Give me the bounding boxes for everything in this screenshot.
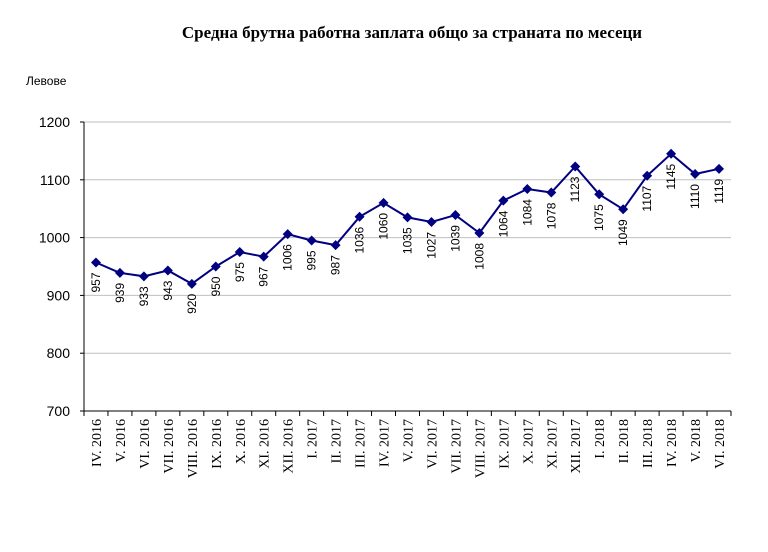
x-tick-label: IX. 2016 <box>210 419 225 469</box>
data-point <box>210 261 221 272</box>
data-label: 1006 <box>281 244 295 271</box>
data-label: 1107 <box>640 185 654 211</box>
x-tick-label: X. 2017 <box>521 419 536 464</box>
data-label: 975 <box>233 262 247 282</box>
data-point <box>570 161 581 172</box>
data-label: 1110 <box>688 184 702 209</box>
data-point <box>474 227 485 238</box>
y-tick-label: 1000 <box>39 230 70 246</box>
x-tick-label: XII. 2016 <box>282 419 297 473</box>
data-point <box>594 189 605 200</box>
data-point <box>258 251 269 262</box>
data-point <box>498 195 509 206</box>
x-tick-label: XI. 2016 <box>258 419 273 469</box>
data-label: 1060 <box>377 213 391 240</box>
data-point <box>90 257 101 268</box>
data-label: 1027 <box>424 232 438 259</box>
data-point <box>138 271 149 282</box>
data-point <box>186 278 197 289</box>
x-tick-label: VIII. 2017 <box>473 419 488 478</box>
x-tick-label: XII. 2017 <box>569 419 584 473</box>
data-point <box>402 212 413 223</box>
data-label: 950 <box>209 276 223 296</box>
data-label: 933 <box>137 286 151 306</box>
data-point <box>690 169 701 180</box>
axes <box>80 121 732 416</box>
data-label: 1075 <box>592 204 606 231</box>
data-point <box>426 216 437 227</box>
x-tick-label: IV. 2017 <box>378 419 393 467</box>
data-label: 1123 <box>568 176 582 202</box>
y-tick-label: 1200 <box>39 114 70 130</box>
y-axis-ticks: 700 800 900 1000 1100 1200 <box>39 114 70 419</box>
data-point <box>546 187 557 198</box>
x-tick-label: II. 2018 <box>617 419 632 463</box>
x-tick-label: IV. 2016 <box>90 419 105 467</box>
x-tick-label: I. 2018 <box>593 419 608 459</box>
x-tick-label: VIII. 2016 <box>186 419 201 478</box>
data-point <box>450 210 461 221</box>
x-tick-label: XI. 2017 <box>545 419 560 469</box>
x-tick-label: I. 2017 <box>306 419 321 459</box>
data-label: 920 <box>185 294 199 314</box>
y-tick-label: 900 <box>47 287 71 303</box>
data-label: 967 <box>257 266 271 286</box>
data-label: 1036 <box>353 226 367 253</box>
x-tick-label: VI. 2016 <box>138 419 153 469</box>
data-label: 943 <box>161 280 175 300</box>
x-tick-label: V. 2017 <box>402 419 417 462</box>
data-point <box>282 229 293 240</box>
data-point <box>618 204 629 215</box>
data-point <box>306 235 317 246</box>
data-label: 1119 <box>712 178 726 203</box>
data-label: 995 <box>305 250 319 270</box>
x-tick-label: V. 2018 <box>689 419 704 462</box>
data-point <box>234 247 245 258</box>
data-point <box>666 148 677 159</box>
y-axis-unit-label: Левове <box>26 74 67 88</box>
series-average-gross-salary <box>90 148 725 289</box>
x-tick-label: IV. 2018 <box>665 419 680 467</box>
data-label: 1039 <box>448 225 462 252</box>
x-tick-label: VI. 2017 <box>425 419 440 469</box>
x-tick-label: III. 2017 <box>354 419 369 468</box>
data-label: 1084 <box>520 199 534 226</box>
x-tick-label: VI. 2018 <box>713 419 728 469</box>
data-label: 1008 <box>472 243 486 270</box>
data-label: 1049 <box>616 219 630 246</box>
data-point <box>354 211 365 222</box>
y-tick-label: 700 <box>47 403 71 419</box>
x-tick-label: IX. 2017 <box>497 419 512 469</box>
data-label: 957 <box>89 272 103 292</box>
data-point <box>162 265 173 276</box>
x-tick-label: V. 2016 <box>114 419 129 462</box>
x-tick-label: III. 2018 <box>641 419 656 468</box>
gridlines <box>84 121 731 354</box>
x-tick-label: VII. 2017 <box>449 419 464 473</box>
data-label: 939 <box>113 283 127 303</box>
data-label: 1064 <box>496 210 510 237</box>
data-point <box>714 163 725 174</box>
data-label: 987 <box>329 255 343 275</box>
y-tick-label: 800 <box>47 345 71 361</box>
x-tick-label: VII. 2016 <box>162 419 177 473</box>
chart-title: Средна брутна работна заплата общо за ст… <box>182 23 642 42</box>
data-point <box>522 184 533 195</box>
x-tick-label: X. 2016 <box>234 419 249 464</box>
x-axis-ticks: IV. 2016 V. 2016 VI. 2016 VII. 2016 VIII. 20… <box>90 419 728 478</box>
x-tick-label: II. 2017 <box>330 419 345 463</box>
y-tick-label: 1100 <box>40 172 70 188</box>
data-label: 1078 <box>544 202 558 229</box>
data-point <box>330 240 341 251</box>
data-point <box>114 267 125 278</box>
data-point <box>642 170 653 181</box>
data-label: 1145 <box>664 163 678 189</box>
data-label: 1035 <box>401 227 415 254</box>
data-point <box>378 197 389 208</box>
data-labels: 957 939 933 943 920 950 975 967 1006 995 987 1036 10… <box>89 163 726 313</box>
